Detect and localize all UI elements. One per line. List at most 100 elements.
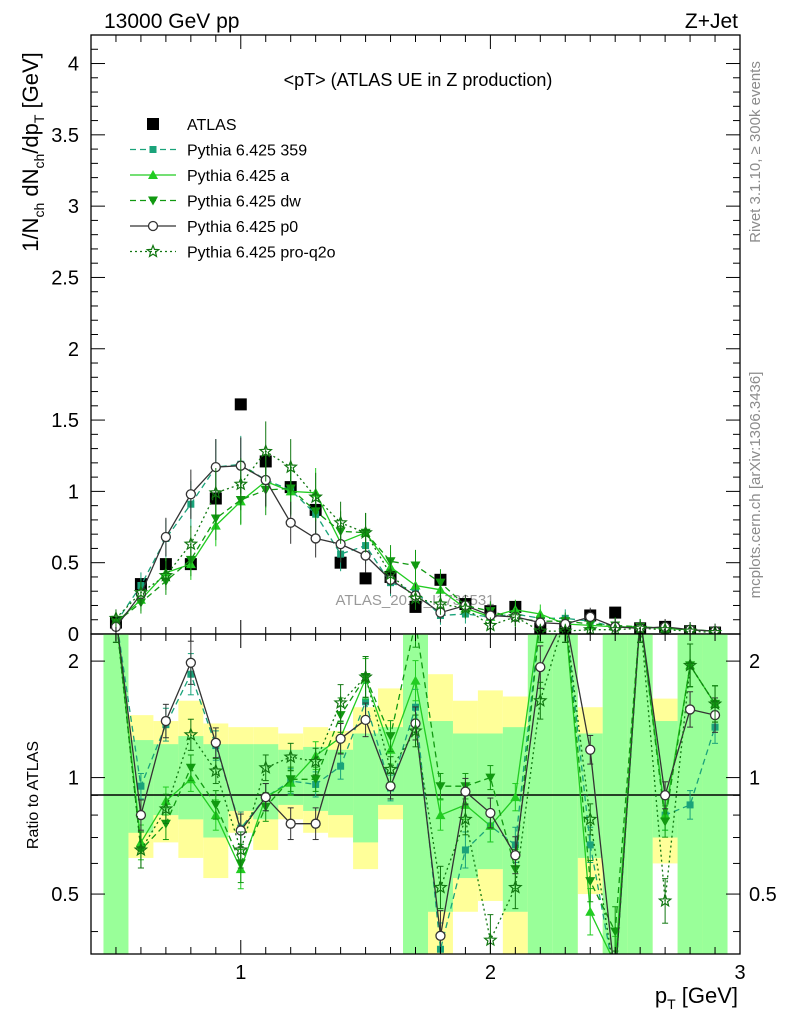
ratio-point-proq2o: [308, 753, 323, 768]
point-proq2o: [258, 443, 273, 458]
legend-label: Pythia 6.425 dw: [187, 194, 301, 211]
ratio-point-a: [610, 959, 620, 968]
legend-marker-atlas: [147, 118, 159, 130]
band-green: [353, 733, 379, 843]
point-p0: [585, 611, 596, 623]
band-green: [702, 634, 728, 954]
point-dw: [210, 514, 221, 524]
point-proq2o: [133, 584, 149, 599]
ratio-y-tick-label: 1: [68, 768, 79, 790]
point-p0: [285, 517, 296, 528]
ratio-point-p0: [360, 714, 371, 725]
ratio-point-proq2o: [233, 842, 249, 857]
ratio-point-p0: [611, 975, 620, 984]
point-proq2o: [183, 536, 199, 551]
legend-marker-proq2o: [145, 243, 161, 258]
y-tick-label: 0.5: [51, 553, 79, 575]
legend-label: Pythia 6.425 a: [187, 168, 289, 185]
ratio-point-a: [585, 906, 596, 916]
ratio-point-dw: [210, 800, 221, 810]
ratio-point-a: [410, 675, 421, 685]
main-panel: [91, 35, 740, 634]
legend-marker-p359: [149, 146, 157, 153]
ratio-point-proq2o: [133, 842, 149, 857]
ratio-point-dw: [660, 817, 671, 827]
ratio-point-p0: [659, 790, 671, 801]
ratio-point-p0: [385, 781, 396, 792]
point-atlas: [359, 572, 372, 585]
ratio-y-tick-label-right: 1: [749, 768, 760, 790]
ratio-point-proq2o: [458, 811, 473, 826]
ratio-point-p359: [362, 698, 370, 706]
legend-marker-a: [148, 170, 158, 179]
point-proq2o: [108, 610, 124, 625]
ratio-point-proq2o: [208, 763, 224, 778]
ratio-point-p359: [686, 801, 694, 809]
y-tick-label: 3.5: [51, 125, 79, 147]
ratio-point-p0: [485, 807, 496, 819]
ratio-point-proq2o: [283, 749, 298, 764]
header-left: 13000 GeV pp: [104, 10, 239, 33]
ratio-y-tick-label-right: 0.5: [749, 884, 777, 906]
ratio-point-p0: [460, 786, 471, 797]
ratio-point-proq2o: [582, 811, 598, 826]
ratio-point-p359: [612, 976, 619, 983]
ratio-point-p0: [135, 809, 147, 821]
point-dw: [410, 561, 421, 571]
x-tick-label: 3: [734, 962, 745, 984]
legend-entry-p359: Pythia 6.425 359: [130, 143, 307, 160]
ratio-point-proq2o: [258, 760, 273, 774]
legend-entry-p0: Pythia 6.425 p0: [130, 219, 298, 236]
point-p0: [185, 489, 196, 500]
top-ylabel: 1/Nch dNch/dpT [GeV]: [18, 52, 47, 252]
point-proq2o: [308, 489, 323, 504]
legend-entry-a: Pythia 6.425 a: [130, 168, 289, 185]
ratio-point-proq2o: [158, 801, 174, 816]
legend-entry-dw: Pythia 6.425 dw: [130, 194, 301, 211]
y-tick-label: 0: [68, 624, 79, 646]
ratio-point-p359: [461, 846, 469, 854]
ratio-point-proq2o: [508, 879, 523, 894]
ratio-point-dw: [285, 775, 296, 785]
header-right: Z+Jet: [685, 10, 738, 33]
point-proq2o: [333, 515, 348, 529]
y-tick-label: 1: [68, 481, 79, 503]
ratio-point-p0: [310, 818, 321, 829]
ratio-point-p0: [285, 818, 296, 829]
ratio-point-dw: [610, 927, 621, 937]
point-p0: [160, 531, 172, 543]
ratio-point-proq2o: [358, 669, 373, 684]
ratio-point-p0: [210, 737, 221, 748]
ratio-point-proq2o: [433, 879, 448, 894]
ratio-point-a: [510, 792, 521, 802]
ratio-point-proq2o: [533, 693, 548, 707]
band-green: [552, 634, 578, 954]
ratio-point-dw: [585, 877, 596, 887]
ratio-point-p0: [535, 661, 546, 673]
rivet-version-label: Rivet 3.1.10, ≥ 300k events: [747, 61, 764, 243]
y-tick-label: 3: [68, 196, 79, 218]
legend-entry-proq2o: Pythia 6.425 pro-q2o: [130, 243, 336, 262]
point-proq2o: [358, 525, 373, 539]
ratio-series-layer: [112, 634, 723, 984]
ratio-point-dw: [485, 773, 496, 783]
ratio-point-dw: [385, 732, 396, 742]
ratio-point-p359: [337, 762, 345, 770]
legend-marker-p0: [147, 220, 159, 232]
point-atlas: [609, 606, 622, 619]
ratio-point-dw: [185, 763, 196, 773]
ratio-y-tick-label-right: 2: [749, 651, 760, 673]
point-p0: [310, 533, 321, 544]
ratio-point-p359: [137, 782, 145, 790]
ratio-point-proq2o: [383, 761, 398, 776]
xlabel: pT [GeV]: [655, 983, 738, 1012]
y-tick-label: 2: [68, 339, 79, 361]
legend-label: Pythia 6.425 p0: [187, 219, 298, 236]
ratio-point-proq2o: [707, 696, 723, 711]
ratio-point-proq2o: [408, 723, 423, 738]
ratio-point-proq2o: [333, 695, 348, 710]
ratio-point-proq2o: [183, 727, 199, 741]
point-proq2o: [383, 566, 398, 581]
legend-label: Pythia 6.425 pro-q2o: [187, 245, 336, 262]
